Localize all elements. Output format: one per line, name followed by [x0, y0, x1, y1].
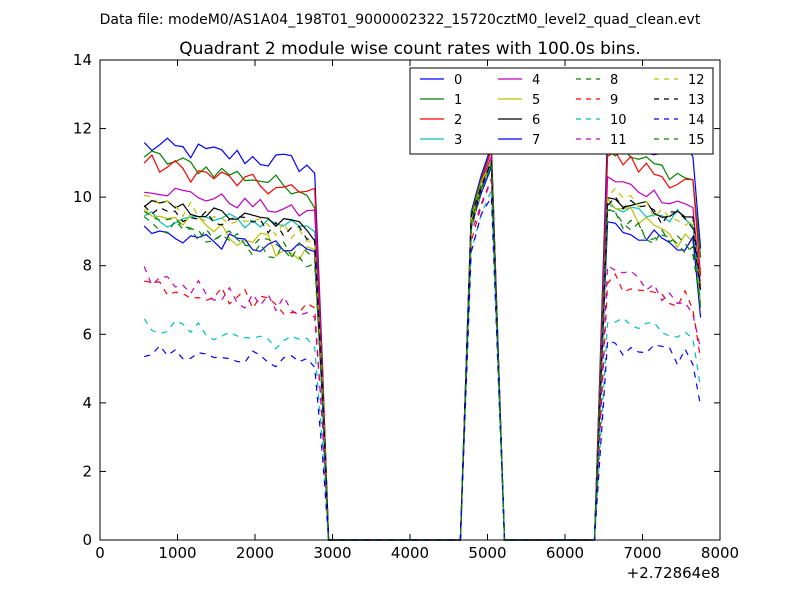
x-tick-label: 6000 — [546, 544, 584, 562]
series-line-4 — [144, 155, 702, 541]
y-tick-label: 14 — [73, 51, 92, 69]
series-line-11 — [143, 178, 702, 541]
legend-label-3: 3 — [454, 133, 462, 148]
legend-label-8: 8 — [610, 73, 618, 88]
y-tick-label: 12 — [73, 120, 92, 138]
legend-label-14: 14 — [688, 113, 705, 128]
legend-box — [409, 67, 714, 155]
y-tick-label: 6 — [82, 325, 92, 343]
series-line-3 — [143, 163, 702, 541]
plot-area: 0 1000 2000 3000 4000 5000 6000 7000 80000246810… — [73, 51, 739, 562]
series-line-7 — [143, 166, 702, 541]
legend-label-4: 4 — [532, 73, 540, 88]
y-tick-label: 8 — [82, 257, 92, 275]
legend-label-6: 6 — [532, 113, 540, 128]
series-group — [143, 128, 702, 541]
legend-label-9: 9 — [610, 93, 618, 108]
series-line-10 — [143, 190, 702, 541]
chart-title: Quadrant 2 module wise count rates with … — [179, 39, 640, 59]
series-line-15 — [143, 165, 702, 541]
series-line-9 — [144, 179, 702, 541]
x-offset-label: +2.72864e8 — [627, 564, 720, 582]
y-tick-label: 10 — [73, 188, 92, 206]
x-tick-label: 8000 — [701, 544, 739, 562]
legend-label-12: 12 — [688, 73, 705, 88]
y-tick-label: 2 — [82, 462, 92, 480]
legend-label-13: 13 — [688, 93, 705, 108]
y-tick-label: 0 — [82, 531, 92, 549]
legend-label-10: 10 — [610, 113, 627, 128]
x-tick-label: 5000 — [468, 544, 506, 562]
series-line-13 — [143, 160, 702, 541]
legend-label-7: 7 — [532, 133, 540, 148]
legend-label-11: 11 — [610, 133, 627, 148]
series-line-6 — [143, 160, 702, 541]
x-tick-label: 3000 — [313, 544, 351, 562]
suptitle: Data file: modeM0/AS1A04_198T01_90000023… — [100, 12, 701, 28]
legend-label-2: 2 — [454, 113, 462, 128]
series-line-1 — [143, 148, 702, 541]
legend-label-0: 0 — [454, 73, 462, 88]
y-tick-label: 4 — [82, 394, 92, 412]
series-line-14 — [144, 195, 702, 541]
x-tick-label: 1000 — [158, 544, 196, 562]
series-line-0 — [143, 128, 702, 541]
x-tick-label: 4000 — [391, 544, 429, 562]
series-line-5 — [143, 159, 702, 541]
legend-label-5: 5 — [532, 93, 540, 108]
x-tick-label: 7000 — [623, 544, 661, 562]
x-tick-label: 0 — [95, 544, 105, 562]
series-line-8 — [143, 162, 702, 541]
x-tick-label: 2000 — [236, 544, 274, 562]
legend-label-1: 1 — [454, 93, 462, 108]
series-line-2 — [143, 149, 702, 541]
series-line-12 — [144, 159, 702, 541]
legend-label-15: 15 — [688, 133, 705, 148]
